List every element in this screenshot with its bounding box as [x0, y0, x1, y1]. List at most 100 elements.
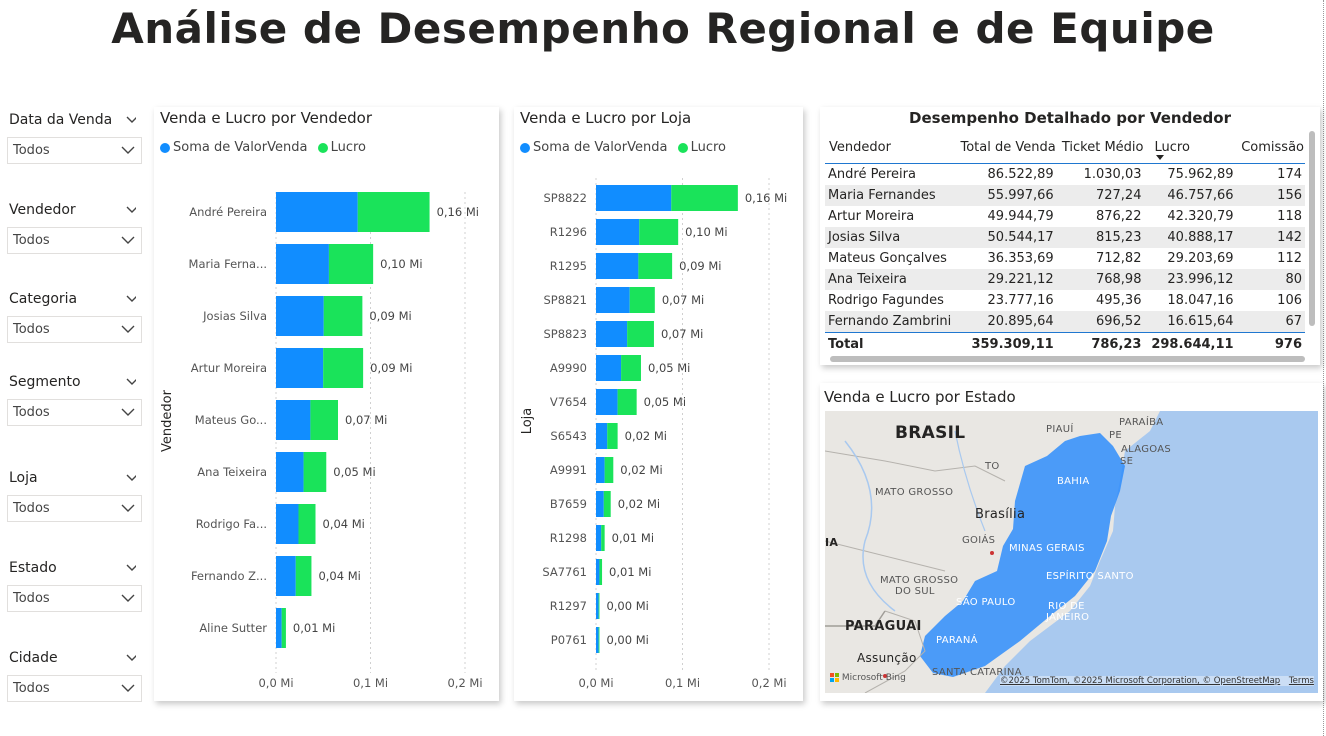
bar-venda[interactable]	[276, 192, 358, 232]
bar-lucro[interactable]	[303, 452, 327, 492]
bar-venda[interactable]	[276, 296, 324, 336]
bar-lucro[interactable]	[281, 608, 286, 648]
slicer-dropdown[interactable]: Todos	[7, 227, 142, 254]
bar-lucro[interactable]	[603, 491, 611, 517]
slicer-dropdown[interactable]: Todos	[7, 675, 142, 702]
bar-lucro[interactable]	[598, 627, 600, 653]
bar-lucro[interactable]	[607, 423, 618, 449]
total-cell: 976	[1236, 332, 1305, 355]
map-label-pe: PE	[1109, 430, 1122, 441]
bar-venda[interactable]	[276, 244, 329, 284]
bar-venda[interactable]	[596, 355, 622, 381]
bar-lucro[interactable]	[621, 355, 641, 381]
highlighted-states-region[interactable]	[920, 433, 1125, 677]
bar-lucro[interactable]	[627, 321, 654, 347]
bar-venda[interactable]	[596, 253, 639, 279]
bar-venda[interactable]	[276, 608, 282, 648]
chevron-down-icon[interactable]	[126, 654, 136, 664]
bar-venda[interactable]	[596, 593, 599, 619]
column-header-comissao[interactable]: Comissão	[1236, 131, 1305, 164]
legend-item-lucro[interactable]: Lucro	[677, 140, 726, 155]
legend-item-venda[interactable]: Soma de ValorVenda	[160, 140, 307, 155]
bar-venda[interactable]	[596, 389, 618, 415]
chevron-down-icon[interactable]	[126, 116, 136, 126]
table-card[interactable]: Desempenho Detalhado por Vendedor Vended…	[820, 107, 1320, 365]
legend-item-venda[interactable]: Soma de ValorVenda	[520, 140, 667, 155]
bar-lucro[interactable]	[671, 185, 738, 211]
bar-venda[interactable]	[276, 348, 324, 388]
table-row[interactable]: Mateus Gonçalves 36.353,69 712,82 29.203,69…	[825, 248, 1305, 269]
attribution-text[interactable]: ©2025 TomTom, ©2025 Microsoft Corporatio…	[1000, 676, 1281, 686]
bar-venda[interactable]	[276, 400, 311, 440]
chart-card-loja[interactable]: Venda e Lucro por Loja Soma de ValorVend…	[514, 107, 803, 701]
bar-venda[interactable]	[596, 423, 608, 449]
bar-venda[interactable]	[596, 457, 605, 483]
bar-venda[interactable]	[596, 219, 640, 245]
bar-lucro[interactable]	[598, 593, 600, 619]
table-row[interactable]: Artur Moreira 49.944,79 876,22 42.320,79 118	[825, 206, 1305, 227]
bar-venda[interactable]	[276, 556, 296, 596]
table-cell: 46.757,66	[1144, 185, 1237, 206]
bar-lucro[interactable]	[323, 348, 364, 388]
bar-venda[interactable]	[596, 185, 672, 211]
slicer-dropdown[interactable]: Todos	[7, 316, 142, 343]
chart-title: Venda e Lucro por Loja	[520, 109, 692, 127]
category-label: SA7761	[542, 565, 587, 579]
terms-link[interactable]: Terms	[1288, 676, 1314, 686]
bar-venda[interactable]	[596, 525, 602, 551]
category-label: Artur Moreira	[191, 361, 267, 375]
bar-lucro[interactable]	[638, 253, 673, 279]
sort-descending-icon[interactable]	[1156, 155, 1165, 160]
bar-venda[interactable]	[596, 627, 599, 653]
legend-item-lucro[interactable]: Lucro	[317, 140, 366, 155]
slicer-dropdown[interactable]: Todos	[7, 585, 142, 612]
table-vertical-scrollbar[interactable]	[1309, 131, 1315, 326]
bar-lucro[interactable]	[604, 457, 614, 483]
slicer-dropdown[interactable]: Todos	[7, 399, 142, 426]
bar-lucro[interactable]	[295, 556, 312, 596]
slicer-dropdown[interactable]: Todos	[7, 495, 142, 522]
legend-dot-lucro	[677, 142, 688, 153]
map-card[interactable]: Venda e Lucro por Estado BRASIL PIAUÍ PARA…	[820, 383, 1323, 701]
table-row[interactable]: André Pereira 86.522,89 1.030,03 75.962,89 1…	[825, 164, 1305, 186]
bar-lucro[interactable]	[601, 525, 605, 551]
chevron-down-icon[interactable]	[126, 295, 136, 305]
map-label-piaui: PIAUÍ	[1046, 424, 1074, 435]
column-header-lucro[interactable]: Lucro	[1144, 131, 1237, 164]
bar-venda[interactable]	[276, 452, 304, 492]
chevron-down-icon[interactable]	[126, 564, 136, 574]
table-cell: 36.353,69	[987, 251, 1054, 266]
column-header-total-venda[interactable]: Total de Venda	[954, 131, 1057, 164]
table-cell: 1.030,03	[1083, 167, 1142, 182]
bar-lucro[interactable]	[328, 244, 374, 284]
bar-lucro[interactable]	[323, 296, 363, 336]
cell-vendedor: Ana Teixeira	[825, 269, 955, 290]
bar-venda[interactable]	[596, 559, 600, 585]
bar-venda[interactable]	[596, 287, 630, 313]
map-canvas[interactable]: BRASIL PIAUÍ PARAÍBA PE ALAGOAS SE TO BAHIA MATO…	[825, 411, 1318, 693]
table-row[interactable]: Josias Silva 50.544,17 815,23 40.888,17 142	[825, 227, 1305, 248]
bar-lucro[interactable]	[617, 389, 637, 415]
table-row[interactable]: Maria Fernandes 55.997,66 727,24 46.757,66 1…	[825, 185, 1305, 206]
column-header-ticket-medio[interactable]: Ticket Médio	[1056, 131, 1145, 164]
bar-lucro[interactable]	[599, 559, 603, 585]
table-row[interactable]: Rodrigo Fagundes 23.777,16 495,36 18.047,16…	[825, 290, 1305, 311]
slicer-dropdown[interactable]: Todos	[7, 137, 142, 164]
table-horizontal-scrollbar[interactable]	[830, 356, 1305, 362]
bar-lucro[interactable]	[639, 219, 679, 245]
bar-venda[interactable]	[276, 504, 299, 544]
bar-lucro[interactable]	[310, 400, 338, 440]
bar-lucro[interactable]	[298, 504, 316, 544]
bar-lucro[interactable]	[357, 192, 430, 232]
bar-venda[interactable]	[596, 321, 628, 347]
table-row[interactable]: Ana Teixeira 29.221,12 768,98 23.996,12 80	[825, 269, 1305, 290]
bar-lucro[interactable]	[629, 287, 655, 313]
chevron-down-icon[interactable]	[126, 206, 136, 216]
chart-card-vendedor[interactable]: Venda e Lucro por Vendedor Soma de Valor…	[154, 107, 499, 701]
chevron-down-icon[interactable]	[126, 378, 136, 388]
table-row[interactable]: Fernando Zambrini 20.895,64 696,52 16.615,6…	[825, 311, 1305, 333]
bar-chart-vendedor: 0,0 Mi 0,1 Mi 0,2 Mi Vendedor André Pereira 0…	[160, 192, 483, 690]
chevron-down-icon[interactable]	[126, 474, 136, 484]
bar-venda[interactable]	[596, 491, 604, 517]
column-header-vendedor[interactable]: Vendedor	[825, 131, 955, 164]
